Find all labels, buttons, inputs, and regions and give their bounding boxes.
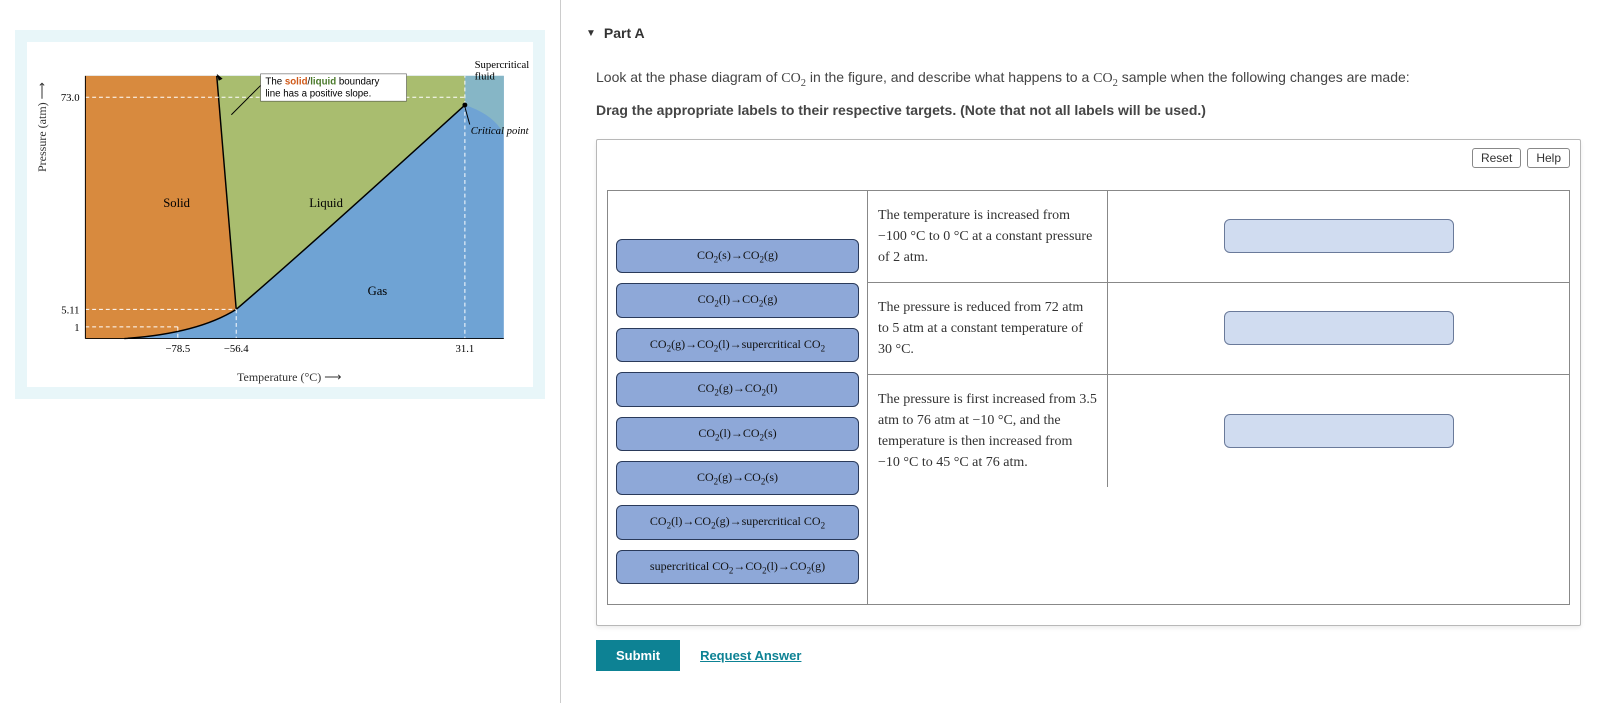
target-drop-1[interactable] <box>1108 283 1569 374</box>
svg-text:5.11: 5.11 <box>61 304 79 316</box>
diagram-frame: 73.0 5.11 1 −78.5 −56.4 31.1 Solid Liquid Gas The… <box>15 30 545 399</box>
figure-panel: 73.0 5.11 1 −78.5 −56.4 31.1 Solid Liquid Gas The… <box>0 0 560 703</box>
svg-text:−56.4: −56.4 <box>224 343 249 355</box>
part-title: Part A <box>604 25 645 41</box>
question-panel: ▼ Part A Look at the phase diagram of CO… <box>560 0 1601 703</box>
target-drop-2[interactable] <box>1108 375 1569 487</box>
targets-column: The temperature is increased from −100 °… <box>868 191 1569 604</box>
instruction-text: Look at the phase diagram of CO2 in the … <box>596 66 1581 93</box>
dnd-container: CO2(s)→CO2(g) CO2(l)→CO2(g) CO2(g)→CO2(l)→… <box>607 190 1570 605</box>
collapse-icon: ▼ <box>586 28 596 39</box>
target-prompt-0: The temperature is increased from −100 °… <box>868 191 1108 282</box>
target-prompt-1: The pressure is reduced from 72 atm to 5… <box>868 283 1108 374</box>
part-header[interactable]: ▼ Part A <box>586 25 1581 41</box>
labels-column: CO2(s)→CO2(g) CO2(l)→CO2(g) CO2(g)→CO2(l)→… <box>608 191 868 604</box>
svg-text:Critical point: Critical point <box>471 125 530 137</box>
svg-text:Liquid: Liquid <box>309 196 343 210</box>
svg-text:31.1: 31.1 <box>456 343 475 355</box>
drag-label-2[interactable]: CO2(g)→CO2(l)→supercritical CO2 <box>616 328 859 362</box>
submit-button[interactable]: Submit <box>596 640 680 671</box>
svg-text:line has a positive slope.: line has a positive slope. <box>265 88 371 99</box>
drop-slot-1[interactable] <box>1224 311 1454 345</box>
drag-label-7[interactable]: supercritical CO2→CO2(l)→CO2(g) <box>616 550 859 584</box>
footer-row: Submit Request Answer <box>596 640 1581 671</box>
svg-text:1: 1 <box>74 322 79 334</box>
svg-text:The solid/liquid boundary: The solid/liquid boundary <box>265 77 379 88</box>
svg-text:Solid: Solid <box>163 196 190 210</box>
help-button[interactable]: Help <box>1527 148 1570 168</box>
target-prompt-2: The pressure is first increased from 3.5… <box>868 375 1108 487</box>
drag-label-4[interactable]: CO2(l)→CO2(s) <box>616 417 859 451</box>
reset-button[interactable]: Reset <box>1472 148 1521 168</box>
svg-text:Supercritical: Supercritical <box>475 59 530 71</box>
drag-label-1[interactable]: CO2(l)→CO2(g) <box>616 283 859 317</box>
x-axis-label: Temperature (°C) ⟶ <box>237 370 341 385</box>
target-row-2: The pressure is first increased from 3.5… <box>868 375 1569 487</box>
target-row-1: The pressure is reduced from 72 atm to 5… <box>868 283 1569 375</box>
target-drop-0[interactable] <box>1108 191 1569 282</box>
phase-diagram: 73.0 5.11 1 −78.5 −56.4 31.1 Solid Liquid Gas The… <box>27 42 533 387</box>
svg-text:−78.5: −78.5 <box>165 343 190 355</box>
svg-text:73.0: 73.0 <box>61 92 80 104</box>
y-axis-label: Pressure (atm) ⟶ <box>35 82 50 172</box>
drop-slot-0[interactable] <box>1224 219 1454 253</box>
target-row-0: The temperature is increased from −100 °… <box>868 191 1569 283</box>
drop-slot-2[interactable] <box>1224 414 1454 448</box>
request-answer-link[interactable]: Request Answer <box>700 648 801 663</box>
drag-label-5[interactable]: CO2(g)→CO2(s) <box>616 461 859 495</box>
svg-text:Gas: Gas <box>368 284 388 298</box>
drag-drop-activity: Reset Help CO2(s)→CO2(g)CO2(l)→CO2(g)CO2… <box>596 139 1581 626</box>
svg-text:fluid: fluid <box>475 71 496 83</box>
drag-label-3[interactable]: CO2(g)→CO2(l) <box>616 372 859 406</box>
drag-label-6[interactable]: CO2(l)→CO2(g)→supercritical CO2 <box>616 505 859 539</box>
drag-instruction: Drag the appropriate labels to their res… <box>596 99 1581 121</box>
drag-label-0[interactable]: CO2(s)→CO2(g) <box>616 239 859 273</box>
